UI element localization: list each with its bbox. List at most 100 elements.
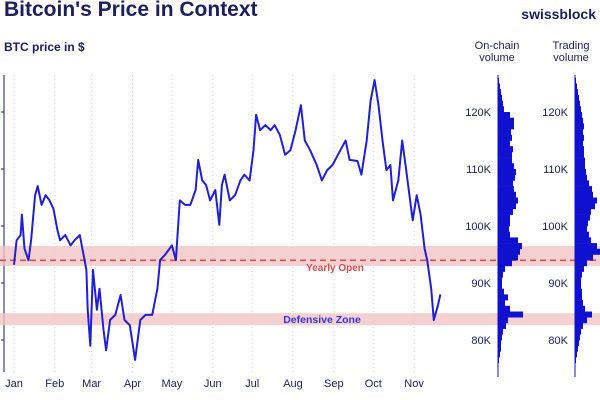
x-tick-jun: Jun xyxy=(204,378,222,390)
on_chain-y-tick-90k: 90K xyxy=(471,278,491,290)
x-tick-nov: Nov xyxy=(404,378,424,390)
trading-volume-bar xyxy=(575,220,588,227)
trading-volume-bar xyxy=(575,134,584,141)
yearly-open-label: Yearly Open xyxy=(306,263,364,274)
trading-volume-bar xyxy=(575,151,584,158)
on_chain-volume-bar xyxy=(498,260,512,267)
trading-volume-bar xyxy=(575,140,583,147)
trading-volume-bar xyxy=(575,186,592,193)
onchain-volume-label: On-chain volume xyxy=(469,40,525,64)
trading-volume-bar xyxy=(575,271,582,278)
on_chain-volume-bar xyxy=(498,305,510,312)
brand-logo-text: swissblock xyxy=(521,6,596,22)
x-tick-aug: Aug xyxy=(283,378,303,390)
trading-volume-bar xyxy=(575,351,577,358)
on_chain-volume-bar xyxy=(498,357,499,364)
on_chain-volume-bar xyxy=(498,106,504,113)
on_chain-volume-bar xyxy=(498,191,516,198)
on_chain-volume-bar xyxy=(498,322,506,329)
defensive-zone-label: Defensive Zone xyxy=(283,314,361,326)
on_chain-volume-bar xyxy=(498,254,518,261)
on_chain-volume-bar xyxy=(498,300,505,307)
on_chain-volume-bar xyxy=(498,140,510,147)
trading-volume-bar xyxy=(575,328,581,335)
trading-volume-bar xyxy=(575,83,577,90)
on_chain-volume-bar xyxy=(498,231,510,238)
trading-volume-bar xyxy=(575,345,578,352)
x-tick-feb: Feb xyxy=(45,378,64,390)
trading-volume-bar xyxy=(575,174,587,181)
on_chain-volume-bar xyxy=(498,134,512,141)
on_chain-volume-bar xyxy=(498,151,512,158)
trading-volume-bar xyxy=(575,254,593,261)
trading-volume-bar xyxy=(575,208,591,215)
trading-volume-bar xyxy=(575,288,582,295)
trading-volume-bar xyxy=(575,129,583,136)
on_chain-volume-bar xyxy=(498,169,516,175)
on_chain-volume-bar xyxy=(498,157,512,164)
on_chain-volume-bar xyxy=(498,94,502,101)
x-tick-apr: Apr xyxy=(124,378,141,390)
btc-price-line xyxy=(13,79,442,361)
trading-volume-bar xyxy=(575,106,581,113)
on_chain-volume-bar xyxy=(498,317,508,324)
on_chain-y-tick-80k: 80K xyxy=(471,335,491,347)
x-tick-mar: Mar xyxy=(82,378,101,390)
trading-volume-bar xyxy=(575,243,597,250)
on_chain-volume-bar xyxy=(498,237,518,244)
trading-volume-bar xyxy=(575,260,587,267)
trading-volume-bar xyxy=(575,123,584,130)
trading-volume-bar xyxy=(575,203,595,210)
x-tick-jan: Jan xyxy=(5,378,23,390)
on_chain-volume-bar xyxy=(498,283,502,289)
on_chain-volume-bar xyxy=(498,328,503,335)
on_chain-volume-bar xyxy=(498,288,504,295)
on_chain-y-tick-100k: 100K xyxy=(465,221,491,233)
trading-volume-bar xyxy=(575,100,580,107)
on_chain-volume-bar xyxy=(498,243,522,250)
trading-volume-bar xyxy=(575,311,592,318)
on_chain-volume-bar xyxy=(498,345,501,352)
trading-volume-bar xyxy=(575,294,582,301)
on_chain-volume-bar xyxy=(498,180,513,187)
on_chain-volume-bar xyxy=(498,203,516,210)
trading-volume-label: Trading volume xyxy=(543,40,599,64)
on_chain-volume-bar xyxy=(498,123,514,130)
trading-y-tick-120k: 120K xyxy=(542,107,568,119)
trading-y-tick-90k: 90K xyxy=(548,278,568,290)
trading-volume-bar xyxy=(575,214,590,221)
trading-label-line2: volume xyxy=(553,52,589,64)
chart-title: Bitcoin's Price in Context xyxy=(4,0,258,21)
trading-volume-bar xyxy=(575,226,587,232)
on_chain-volume-bar xyxy=(498,174,515,181)
on_chain-volume-bar xyxy=(498,112,510,118)
onchain-label-line1: On-chain xyxy=(474,40,520,52)
on_chain-volume-bar xyxy=(498,277,502,284)
on_chain-volume-bar xyxy=(498,117,514,124)
trading-volume-bar xyxy=(575,163,585,170)
trading-y-tick-80k: 80K xyxy=(548,335,568,347)
trading-volume-bar xyxy=(575,231,589,238)
trading-volume-bar xyxy=(575,277,581,284)
trading-volume-bar xyxy=(575,157,585,164)
trading-volume-bar xyxy=(575,89,578,96)
x-tick-oct: Oct xyxy=(365,378,382,390)
on_chain-volume-bar xyxy=(498,214,510,221)
trading-volume-bar xyxy=(575,305,585,312)
on_chain-volume-bar xyxy=(498,77,499,84)
on_chain-volume-bar xyxy=(498,89,501,96)
trading-volume-bar xyxy=(575,237,591,244)
trading-volume-bar xyxy=(575,94,579,101)
on_chain-volume-bar xyxy=(498,208,513,215)
trading-volume-bar xyxy=(575,77,576,84)
x-tick-sep: Sep xyxy=(324,378,344,390)
trading-y-tick-100k: 100K xyxy=(542,221,568,233)
on_chain-volume-bar xyxy=(498,351,500,358)
on_chain-volume-bar xyxy=(498,83,500,90)
trading-volume-bar xyxy=(575,340,579,346)
trading-volume-bar xyxy=(575,117,583,124)
on_chain-volume-bar xyxy=(498,129,511,136)
trading-volume-bar xyxy=(575,112,582,118)
x-tick-jul: Jul xyxy=(245,378,259,390)
